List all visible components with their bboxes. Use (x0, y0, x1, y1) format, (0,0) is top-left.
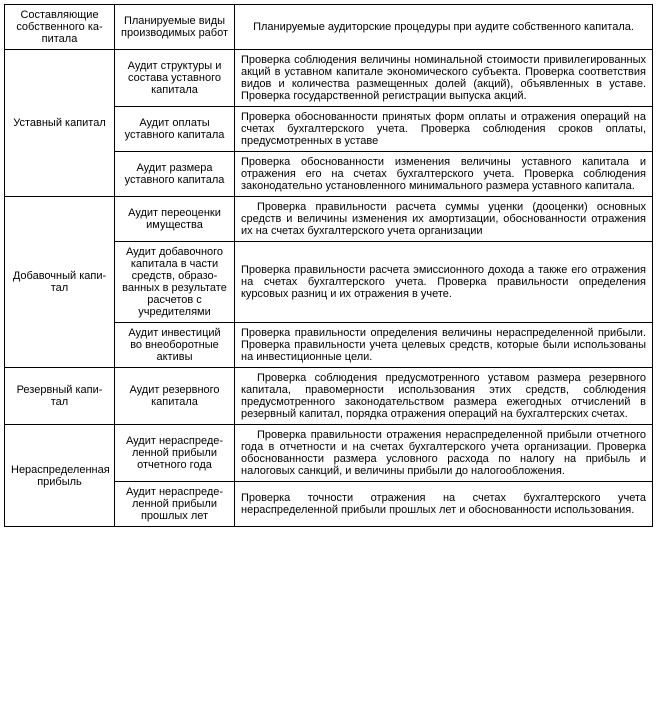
header-col2: Планируемые ви­ды производимых работ (115, 5, 235, 50)
table-body: Уставный капиталАудит структуры и состав… (5, 50, 653, 527)
header-col1: Составляющие собственного ка­питала (5, 5, 115, 50)
work-cell: Аудит оплаты уставного капитала (115, 107, 235, 152)
work-cell: Аудит нераспреде­ленной прибыли прошлых … (115, 482, 235, 527)
work-cell: Аудит инвестиций во внеоборотные активы (115, 323, 235, 368)
header-col3: Планируемые аудиторские процедуры при ау… (235, 5, 653, 50)
procedure-cell: Проверка обоснованности принятых форм оп… (235, 107, 653, 152)
work-cell: Аудит размера уставного капитала (115, 152, 235, 197)
procedure-cell: Проверка обоснованности изменения величи… (235, 152, 653, 197)
group-cell: Нераспределенная прибыль (5, 425, 115, 527)
group-cell: Уставный капитал (5, 50, 115, 197)
table-row: Уставный капиталАудит структуры и состав… (5, 50, 653, 107)
table-row: Резервный капи­талАудит резервного капит… (5, 368, 653, 425)
procedure-cell: Проверка соблюдения величины номинальной… (235, 50, 653, 107)
procedure-cell: Проверка правильности расчета эмиссионно… (235, 242, 653, 323)
audit-table: Составляющие собственного ка­питала План… (4, 4, 653, 527)
table-row: Добавочный капи­талАудит переоценки имущ… (5, 197, 653, 242)
work-cell: Аудит структуры и состава уставного капи… (115, 50, 235, 107)
group-cell: Резервный капи­тал (5, 368, 115, 425)
table-header: Составляющие собственного ка­питала План… (5, 5, 653, 50)
procedure-cell: Проверка точности отражения на счетах бу… (235, 482, 653, 527)
procedure-cell: Проверка правильности отражения нераспре… (235, 425, 653, 482)
table-row: Нераспределенная прибыльАудит нераспреде… (5, 425, 653, 482)
work-cell: Аудит добавочного капитала в части средс… (115, 242, 235, 323)
work-cell: Аудит нераспреде­ленной прибыли отчетног… (115, 425, 235, 482)
work-cell: Аудит переоценки имущества (115, 197, 235, 242)
procedure-cell: Проверка соблюдения предусмотренного уст… (235, 368, 653, 425)
procedure-cell: Проверка правильности определения величи… (235, 323, 653, 368)
work-cell: Аудит резервного капитала (115, 368, 235, 425)
procedure-cell: Проверка правильности расчета суммы уцен… (235, 197, 653, 242)
group-cell: Добавочный капи­тал (5, 197, 115, 368)
